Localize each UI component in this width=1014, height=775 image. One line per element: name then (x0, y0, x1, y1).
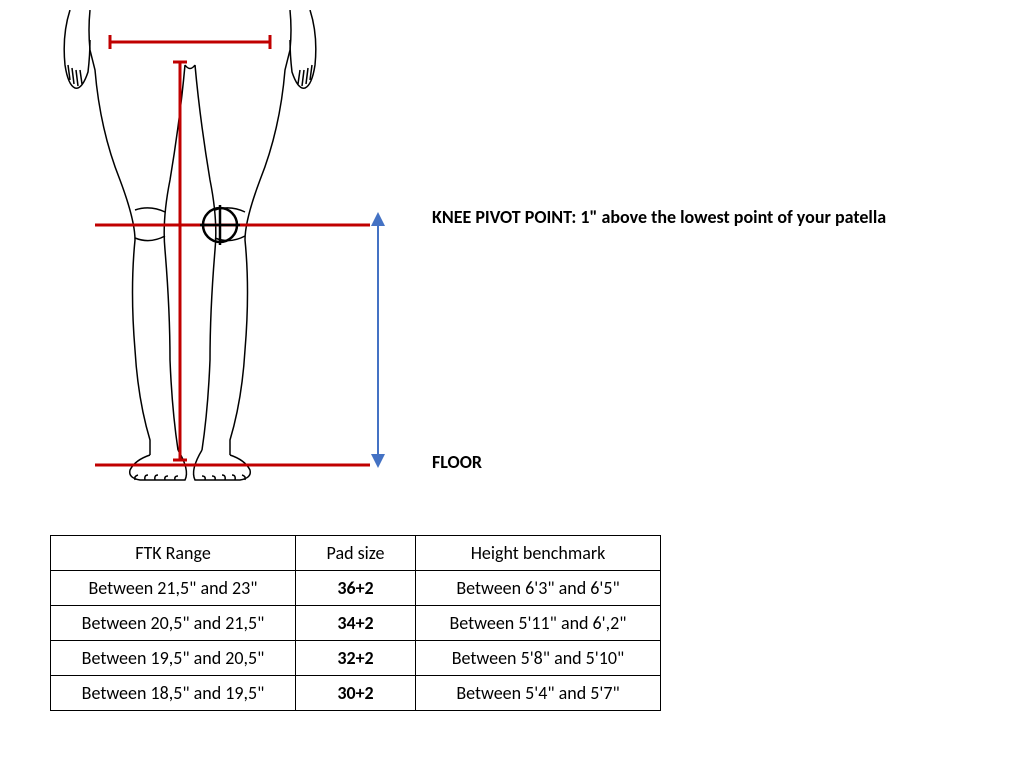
sizing-table: FTK Range Pad size Height benchmark Betw… (50, 535, 661, 711)
col-ftk-header: FTK Range (51, 536, 296, 571)
measurement-lines (95, 35, 370, 465)
height-cell: Between 6'3" and 6'5" (416, 571, 661, 606)
leg-diagram (40, 10, 400, 500)
ftk-cell: Between 21,5" and 23" (51, 571, 296, 606)
table-row: Between 20,5" and 21,5" 34+2 Between 5'1… (51, 606, 661, 641)
pad-cell: 32+2 (296, 641, 416, 676)
height-cell: Between 5'4" and 5'7" (416, 676, 661, 711)
ftk-cell: Between 18,5" and 19,5" (51, 676, 296, 711)
height-cell: Between 5'11" and 6',2" (416, 606, 661, 641)
col-pad-header: Pad size (296, 536, 416, 571)
table-header-row: FTK Range Pad size Height benchmark (51, 536, 661, 571)
ftk-cell: Between 20,5" and 21,5" (51, 606, 296, 641)
ftk-cell: Between 19,5" and 20,5" (51, 641, 296, 676)
col-height-header: Height benchmark (416, 536, 661, 571)
arrow-down-icon (371, 454, 385, 468)
pad-cell: 30+2 (296, 676, 416, 711)
leg-svg (40, 10, 400, 500)
measurement-arrow (377, 218, 379, 463)
height-cell: Between 5'8" and 5'10" (416, 641, 661, 676)
table-row: Between 21,5" and 23" 36+2 Between 6'3" … (51, 571, 661, 606)
body-outline (64, 10, 316, 480)
pad-cell: 36+2 (296, 571, 416, 606)
table-row: Between 18,5" and 19,5" 30+2 Between 5'4… (51, 676, 661, 711)
table-row: Between 19,5" and 20,5" 32+2 Between 5'8… (51, 641, 661, 676)
floor-label: FLOOR (432, 451, 482, 473)
pivot-marker-icon (200, 205, 240, 245)
knee-pivot-label: KNEE PIVOT POINT: 1" above the lowest po… (432, 206, 886, 228)
pad-cell: 34+2 (296, 606, 416, 641)
